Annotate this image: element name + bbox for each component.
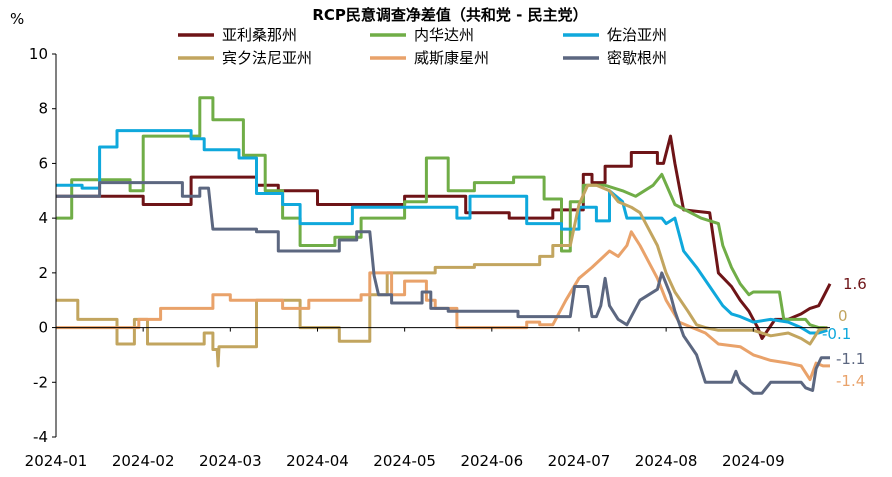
end-value-label: -0.1: [822, 325, 851, 343]
y-tick-label: 6: [38, 154, 48, 172]
y-tick-label: 2: [38, 264, 48, 282]
end-value-label: 1.6: [843, 275, 867, 293]
end-labels: 1.6 -0.10 -1.4 -1.1: [822, 275, 867, 390]
x-tick-label: 2024-02: [112, 452, 175, 470]
y-ticks: 10 8 6 4 2 0 -2 -4: [29, 45, 56, 446]
series-lines: [56, 96, 832, 395]
series-line: [56, 181, 830, 395]
legend-label: 密歇根州: [607, 49, 667, 67]
x-ticks: 2024-01 2024-02 2024-03 2024-04 2024-05 2024-…: [25, 327, 785, 470]
x-tick-label: 2024-09: [722, 452, 785, 470]
legend-label: 威斯康星州: [414, 49, 489, 67]
x-tick-label: 2024-06: [460, 452, 523, 470]
y-tick-label: -2: [33, 373, 48, 391]
y-tick-label: 0: [38, 319, 48, 337]
end-value-label: -1.1: [836, 350, 865, 368]
x-tick-label: 2024-04: [286, 452, 349, 470]
legend-label: 宾夕法尼亚州: [222, 49, 312, 67]
legend-label: 亚利桑那州: [222, 26, 297, 44]
series-line: [56, 183, 828, 368]
x-tick-label: 2024-01: [25, 452, 88, 470]
x-tick-label: 2024-07: [548, 452, 611, 470]
chart-title: RCP民意调查净差值（共和党 - 民主党）: [312, 6, 587, 24]
x-tick-label: 2024-05: [373, 452, 436, 470]
series-line: [56, 129, 828, 335]
x-tick-label: 2024-08: [635, 452, 698, 470]
y-tick-label: -4: [33, 428, 48, 446]
end-value-label: 0: [838, 307, 848, 325]
end-value-label: -1.4: [836, 372, 865, 390]
legend-label: 佐治亚州: [607, 26, 667, 44]
series-line: [56, 230, 830, 382]
series-line: [56, 96, 828, 330]
y-tick-label: 4: [38, 209, 48, 227]
y-tick-label: 8: [38, 100, 48, 118]
y-tick-label: 10: [29, 45, 48, 63]
legend-label: 内华达州: [414, 26, 474, 44]
y-axis-label: %: [10, 10, 24, 28]
x-tick-label: 2024-03: [199, 452, 262, 470]
